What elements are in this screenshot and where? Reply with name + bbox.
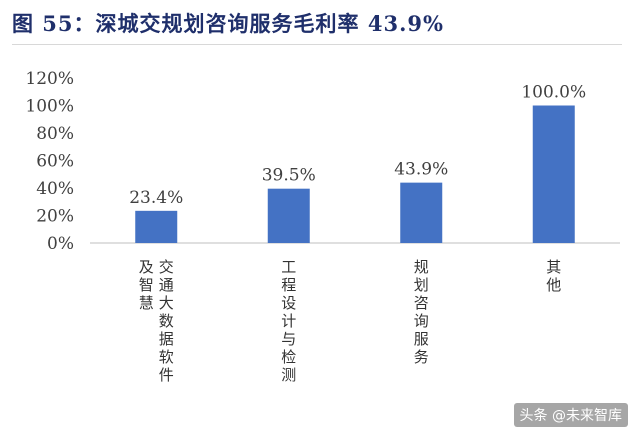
category-char: 与 [281,330,296,348]
category-char: 他 [546,276,561,294]
data-label: 43.9% [394,160,448,180]
category-char: 其 [546,258,561,276]
bars [135,105,575,243]
data-label: 39.5% [262,166,316,186]
title-divider [12,44,622,45]
category-char: 规 [414,258,429,276]
data-label: 23.4% [129,188,183,208]
watermark: 头条 @未来智库 [513,403,628,427]
category-char: 软 [159,348,174,366]
category-label: 规划咨询服务规划咨询服务 [414,258,429,366]
category-char: 程 [281,276,296,294]
y-tick-label: 40% [36,179,74,199]
category-char: 交 [159,258,174,276]
data-labels: 23.4% 39.5% 43.9% 100.0% [129,83,586,208]
category-char: 大 [159,294,174,312]
y-tick-label: 60% [36,152,74,172]
category-labels: 交通大数据软件及智慧交通大数据软件及智慧工程设计与检测工程设计与检测规划咨询服务… [139,258,562,384]
y-tick-label: 100% [25,97,74,117]
bar [400,182,443,243]
category-char: 慧 [139,294,154,312]
category-char: 据 [159,330,174,348]
page-title: 图 55：深城交规划咨询服务毛利率 43.9% [12,11,444,36]
bar [135,210,178,243]
data-label: 100.0% [521,83,586,103]
category-char: 智 [139,276,154,294]
y-tick-label: 120% [25,69,74,89]
category-label: 交通大数据软件及智慧交通大数据软件及智慧 [139,258,174,384]
category-label: 其他其他 [546,258,561,294]
category-char: 数 [159,312,174,330]
category-char: 划 [414,276,429,294]
category-char: 计 [281,312,296,330]
category-char: 件 [159,366,174,384]
category-char: 测 [281,366,296,384]
category-char: 设 [281,294,296,312]
category-char: 工 [281,258,296,276]
category-char: 检 [281,348,296,366]
y-axis-ticks: 0% 20% 40% 60% 80% 100% 120% [25,69,74,254]
category-char: 询 [414,312,429,330]
category-char: 通 [159,276,174,294]
bar [532,105,575,243]
bar [267,188,310,243]
category-char: 及 [139,258,154,276]
y-tick-label: 20% [36,207,74,227]
y-tick-label: 0% [47,234,74,254]
category-label: 工程设计与检测工程设计与检测 [281,258,296,384]
category-char: 咨 [414,294,429,312]
category-char: 服 [414,330,429,348]
category-char: 务 [414,348,429,366]
y-tick-label: 80% [36,124,74,144]
